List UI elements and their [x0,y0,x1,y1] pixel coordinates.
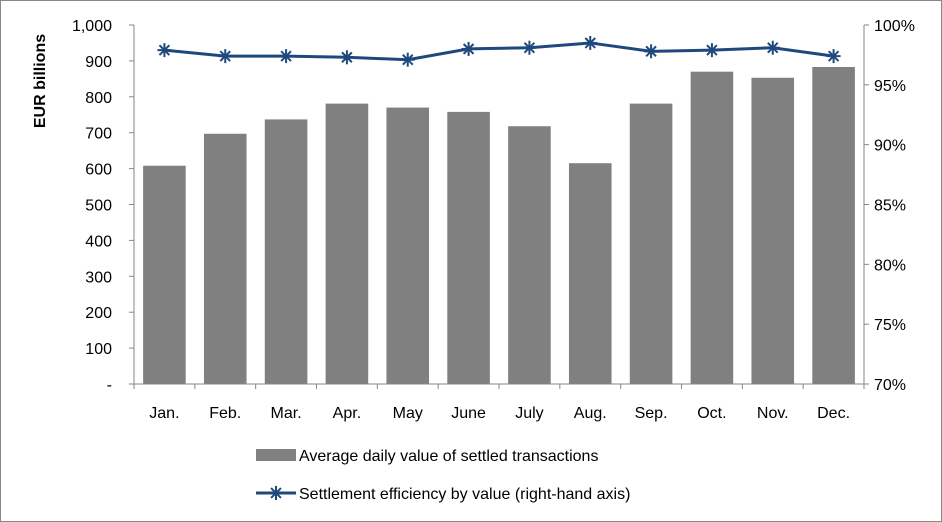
line-point [644,44,659,59]
right-tick-label: 80% [874,257,906,274]
line-series [157,35,841,67]
x-tick-label: Feb. [209,405,241,422]
line-point [461,41,476,56]
legend-item-bars: Average daily value of settled transacti… [256,448,598,465]
line-point [279,49,294,64]
left-tick-label: 900 [85,54,112,71]
left-tick-label: 100 [85,341,112,358]
line-point [400,52,415,67]
bar [447,111,490,385]
bar [325,103,369,384]
x-tick-label: June [451,405,486,422]
x-tick-label: May [393,405,423,422]
left-tick-label: 600 [85,162,112,179]
legend-asterisk [269,486,283,500]
bar-series [143,67,855,385]
line-point [157,43,172,58]
legend: Average daily value of settled transacti… [256,448,630,503]
line-point [826,49,841,64]
right-tick-label: 85% [874,198,906,215]
left-tick-label: 800 [85,90,112,107]
legend-label-line: Settlement efficiency by value (right-ha… [299,486,630,503]
left-tick-label: 700 [85,126,112,143]
line-point [583,35,598,50]
x-tick-label: Mar. [271,405,302,422]
bar [690,71,734,385]
left-tick-label: - [107,377,112,394]
x-tick-label: July [515,405,543,422]
y-axis-label: EUR billions [32,34,49,128]
right-tick-label: 90% [874,138,906,155]
right-tick-label: 75% [874,317,906,334]
bar [629,103,673,384]
x-tick-label: Nov. [757,405,789,422]
x-tick-label: Jan. [149,405,179,422]
legend-item-line: Settlement efficiency by value (right-ha… [256,486,630,503]
line-path [164,41,834,62]
right-tick-label: 100% [874,18,915,35]
bar [386,107,430,384]
right-axis: 70% 75% 80% 85% 90% 95% 100% [863,18,915,394]
x-tick-label: Apr. [333,405,361,422]
x-tick-label: Sep. [635,405,668,422]
left-tick-label: 400 [85,233,112,250]
bar [203,133,247,384]
line-point [339,50,354,65]
bar [508,126,551,384]
left-tick-label: 200 [85,305,112,322]
x-tick-label: Oct. [697,405,726,422]
line-point [765,40,780,55]
line-point [218,49,233,64]
left-tick-label: 300 [85,269,112,286]
right-tick-label: 70% [874,377,906,394]
bar [751,77,795,384]
legend-swatch-bars [256,449,296,461]
legend-marker-icon [269,486,283,500]
x-axis: Jan. Feb. Mar. Apr. May June July Aug. Sep. Oct. N… [133,383,865,422]
left-axis: - 100 200 300 400 500 600 700 800 900 1,000 [72,18,135,394]
line-point [522,40,537,55]
left-tick-label: 500 [85,198,112,215]
left-tick-label: 1,000 [72,18,112,35]
right-tick-label: 95% [874,78,906,95]
x-tick-label: Aug. [574,405,607,422]
legend-label-bars: Average daily value of settled transacti… [299,448,598,465]
bar [143,165,186,384]
bar [568,163,612,384]
bar [812,67,855,385]
line-point [704,43,719,58]
bar [264,119,308,385]
x-tick-label: Dec. [817,405,850,422]
